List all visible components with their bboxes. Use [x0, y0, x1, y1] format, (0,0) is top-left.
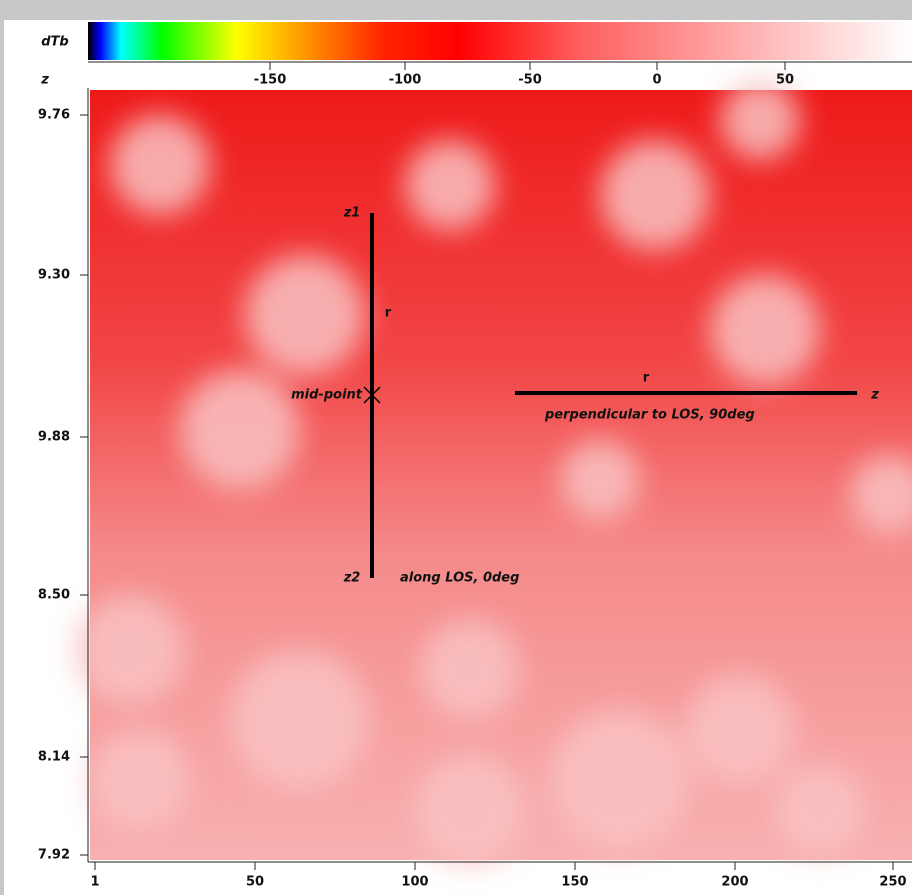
x-tick-label: 50: [246, 875, 264, 890]
annotation: mid-point: [291, 388, 363, 403]
x-tick-label: 150: [561, 875, 588, 890]
annotation: z: [870, 388, 879, 403]
y-tick-label: 8.50: [38, 588, 70, 603]
annotation: r: [643, 371, 650, 386]
annotation: z1: [343, 206, 361, 221]
colorbar: [88, 22, 912, 60]
colorbar-label: dTb: [41, 35, 68, 50]
colorbar-tick-label: -100: [389, 73, 422, 88]
y-axis-label: z: [40, 73, 49, 88]
y-tick-label: 9.76: [38, 108, 70, 123]
annotation: z2: [343, 571, 361, 586]
colorbar-tick-label: 50: [776, 73, 794, 88]
colorbar-tick-label: -150: [254, 73, 287, 88]
axis-ticks: [80, 62, 894, 870]
colorbar-tick-label: -50: [518, 73, 542, 88]
bubble-regions: [75, 80, 912, 865]
x-tick-label: 200: [721, 875, 748, 890]
y-tick-label: 7.92: [38, 848, 70, 863]
annotation: along LOS, 0deg: [400, 571, 519, 586]
annotation: r: [385, 306, 392, 321]
x-tick-label: 100: [401, 875, 428, 890]
y-tick-label: 9.88: [38, 430, 70, 445]
x-tick-label: 1: [90, 875, 99, 890]
annotation: perpendicular to LOS, 90deg: [544, 408, 755, 423]
mid-point-marker: [363, 386, 381, 404]
colorbar-tick-label: 0: [652, 73, 661, 88]
y-tick-label: 8.14: [38, 750, 70, 765]
y-tick-label: 9.30: [38, 268, 70, 283]
x-tick-label: 250: [879, 875, 906, 890]
